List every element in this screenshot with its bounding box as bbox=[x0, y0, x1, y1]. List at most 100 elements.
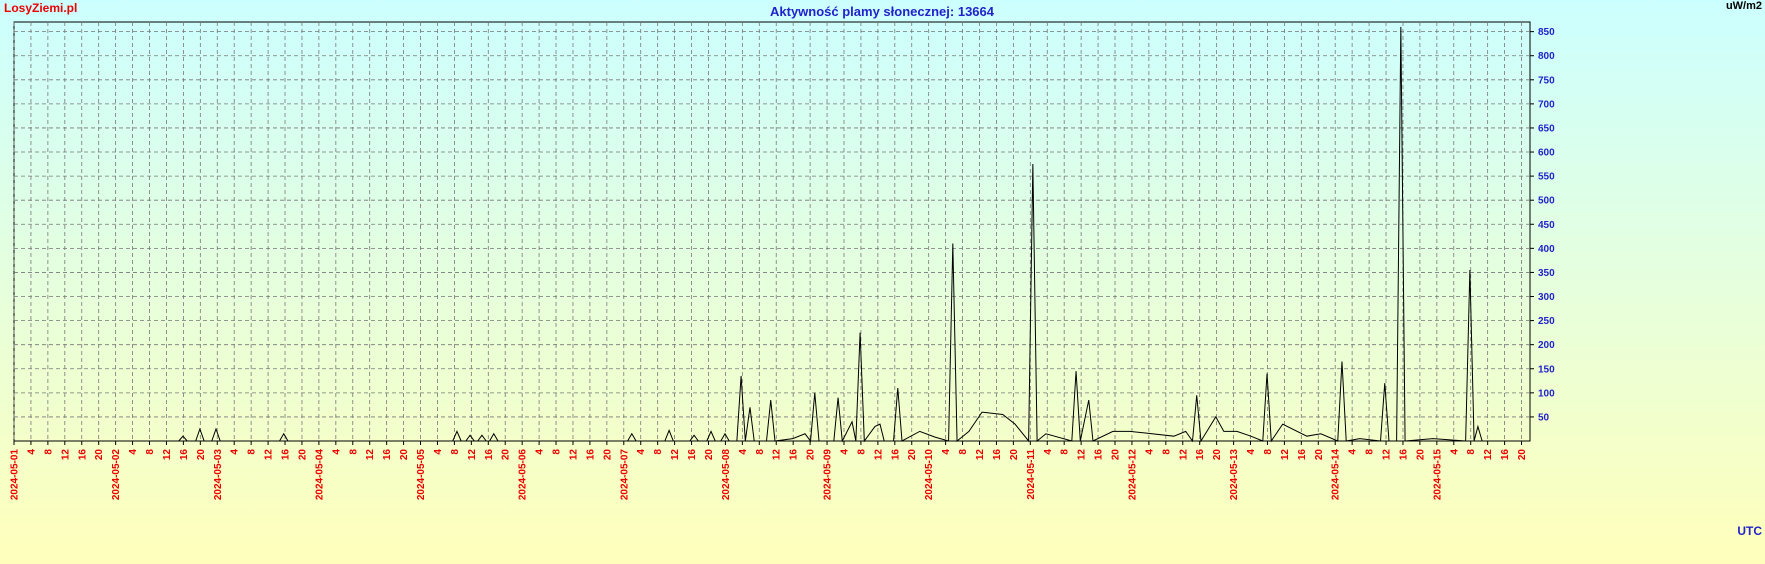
x-tick-label: 8 bbox=[450, 449, 461, 455]
x-tick-label: 12 bbox=[568, 449, 579, 461]
x-tick-label: 2024-05-10 bbox=[924, 449, 935, 501]
x-tick-label: 4 bbox=[1348, 449, 1359, 455]
brand: LosyZiemi.pl bbox=[4, 1, 77, 15]
x-tick-label: 16 bbox=[77, 449, 88, 461]
x-tick-label: 4 bbox=[1144, 449, 1155, 455]
y-tick-label: 350 bbox=[1538, 268, 1555, 279]
x-tick-label: 12 bbox=[162, 449, 173, 461]
y-tick-label: 600 bbox=[1538, 148, 1555, 159]
x-tick-label: 20 bbox=[501, 449, 512, 461]
x-tick-label: 16 bbox=[1297, 449, 1308, 461]
x-tick-label: 12 bbox=[670, 449, 681, 461]
x-tick-label: 20 bbox=[196, 449, 207, 461]
x-tick-label: 20 bbox=[704, 449, 715, 461]
x-tick-label: 12 bbox=[975, 449, 986, 461]
x-tick-label: 20 bbox=[1314, 449, 1325, 461]
x-tick-label: 12 bbox=[1280, 449, 1291, 461]
x-tick-label: 16 bbox=[789, 449, 800, 461]
x-tick-label: 20 bbox=[1009, 449, 1020, 461]
x-tick-label: 4 bbox=[636, 449, 647, 455]
x-tick-label: 12 bbox=[1178, 449, 1189, 461]
y-axis-label: uW/m2 bbox=[1726, 0, 1762, 12]
x-tick-label: 8 bbox=[856, 449, 867, 455]
x-tick-label: 12 bbox=[873, 449, 884, 461]
y-tick-label: 450 bbox=[1538, 220, 1555, 231]
x-tick-label: 4 bbox=[230, 449, 241, 455]
x-tick-label: 2024-05-09 bbox=[823, 449, 834, 501]
x-tick-label: 4 bbox=[738, 449, 749, 455]
x-tick-label: 12 bbox=[60, 449, 71, 461]
data-line bbox=[14, 26, 1530, 443]
x-tick-label: 16 bbox=[179, 449, 190, 461]
x-tick-label: 2024-05-04 bbox=[314, 449, 325, 501]
x-tick-label: 20 bbox=[806, 449, 817, 461]
x-tick-label: 8 bbox=[1161, 449, 1172, 455]
x-tick-label: 12 bbox=[467, 449, 478, 461]
x-tick-label: 12 bbox=[264, 449, 275, 461]
x-tick-label: 8 bbox=[1263, 449, 1274, 455]
x-tick-label: 20 bbox=[602, 449, 613, 461]
x-tick-label: 16 bbox=[484, 449, 495, 461]
y-tick-label: 400 bbox=[1538, 244, 1555, 255]
x-tick-label: 4 bbox=[941, 449, 952, 455]
x-tick-label: 16 bbox=[1195, 449, 1206, 461]
x-tick-label: 8 bbox=[552, 449, 563, 455]
x-tick-label: 2024-05-14 bbox=[1331, 449, 1342, 501]
x-tick-label: 2024-05-05 bbox=[416, 449, 427, 501]
y-tick-label: 150 bbox=[1538, 364, 1555, 375]
x-tick-label: 20 bbox=[1212, 449, 1223, 461]
x-tick-label: 16 bbox=[1500, 449, 1511, 461]
x-tick-label: 16 bbox=[890, 449, 901, 461]
y-tick-label: 550 bbox=[1538, 172, 1555, 183]
x-tick-label: 4 bbox=[433, 449, 444, 455]
x-tick-label: 12 bbox=[772, 449, 783, 461]
y-tick-label: 800 bbox=[1538, 51, 1555, 62]
x-tick-label: 2024-05-13 bbox=[1229, 449, 1240, 501]
x-tick-label: 16 bbox=[687, 449, 698, 461]
x-tick-label: 4 bbox=[535, 449, 546, 455]
x-tick-label: 20 bbox=[907, 449, 918, 461]
x-tick-label: 8 bbox=[1466, 449, 1477, 455]
y-tick-label: 100 bbox=[1538, 388, 1555, 399]
y-tick-label: 200 bbox=[1538, 340, 1555, 351]
y-tick-label: 300 bbox=[1538, 292, 1555, 303]
x-tick-label: 12 bbox=[1077, 449, 1088, 461]
x-tick-label: 16 bbox=[585, 449, 596, 461]
x-tick-label: 8 bbox=[958, 449, 969, 455]
plot-area bbox=[13, 21, 1531, 442]
y-tick-label: 700 bbox=[1538, 99, 1555, 110]
x-axis-label: UTC bbox=[1737, 524, 1762, 538]
x-tick-label: 20 bbox=[1111, 449, 1122, 461]
x-tick-label: 12 bbox=[1382, 449, 1393, 461]
x-tick-label: 16 bbox=[1094, 449, 1105, 461]
x-tick-label: 2024-05-15 bbox=[1432, 449, 1443, 501]
x-tick-label: 2024-05-11 bbox=[1026, 449, 1037, 500]
x-tick-label: 16 bbox=[992, 449, 1003, 461]
x-tick-label: 12 bbox=[365, 449, 376, 461]
y-tick-label: 250 bbox=[1538, 316, 1555, 327]
x-tick-label: 20 bbox=[1517, 449, 1528, 461]
x-tick-label: 16 bbox=[281, 449, 292, 461]
x-tick-label: 2024-05-07 bbox=[619, 449, 630, 501]
x-tick-label: 2024-05-02 bbox=[111, 449, 122, 501]
x-tick-label: 20 bbox=[1415, 449, 1426, 461]
x-tick-label: 2024-05-06 bbox=[518, 449, 529, 501]
x-tick-label: 8 bbox=[247, 449, 258, 455]
y-tick-label: 50 bbox=[1538, 412, 1550, 423]
x-tick-label: 16 bbox=[382, 449, 393, 461]
x-tick-label: 12 bbox=[1483, 449, 1494, 461]
x-tick-label: 2024-05-08 bbox=[721, 449, 732, 501]
x-tick-label: 8 bbox=[1060, 449, 1071, 455]
y-tick-label: 750 bbox=[1538, 75, 1555, 86]
x-tick-label: 2024-05-03 bbox=[213, 449, 224, 501]
x-tick-label: 20 bbox=[94, 449, 105, 461]
x-tick-label: 4 bbox=[331, 449, 342, 455]
x-tick-label: 8 bbox=[1365, 449, 1376, 455]
x-tick-label: 4 bbox=[839, 449, 850, 455]
x-tick-label: 2024-05-12 bbox=[1127, 449, 1138, 501]
x-tick-label: 16 bbox=[1398, 449, 1409, 461]
x-tick-label: 4 bbox=[26, 449, 37, 455]
chart-title: Aktywność plamy słonecznej: 13664 bbox=[770, 4, 995, 19]
